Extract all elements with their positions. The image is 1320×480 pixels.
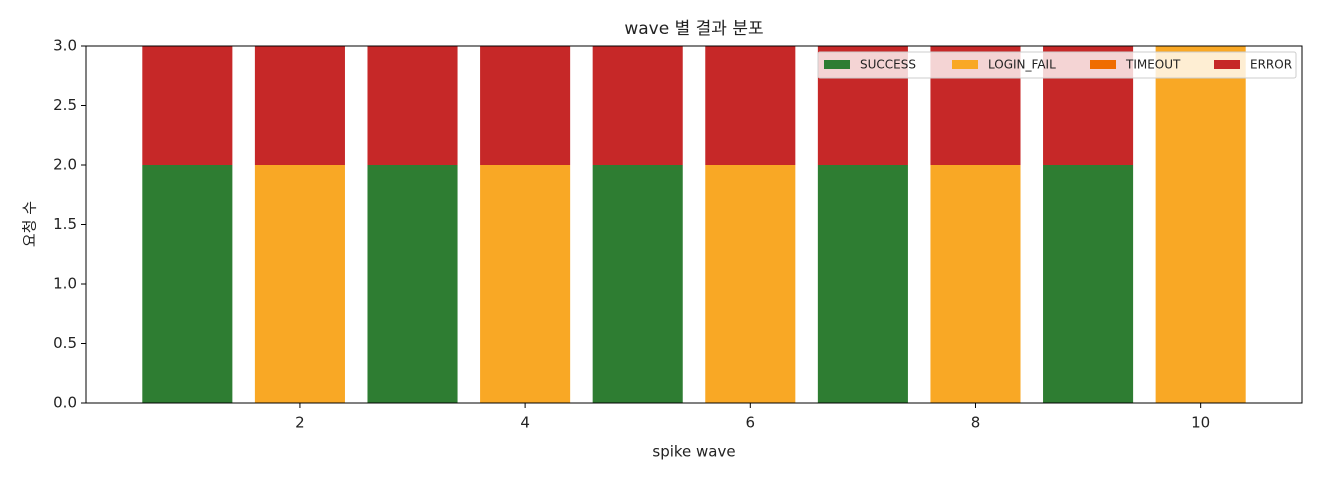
legend-swatch <box>1090 60 1116 69</box>
legend-label: LOGIN_FAIL <box>988 58 1056 72</box>
bar-segment <box>1155 46 1246 403</box>
y-tick-label: 3.0 <box>53 37 77 55</box>
bar-segment <box>930 165 1021 403</box>
legend-swatch <box>824 60 850 69</box>
y-tick-label: 0.5 <box>53 334 77 352</box>
bar-segment <box>1043 165 1134 403</box>
legend-swatch <box>1214 60 1240 69</box>
x-tick-label: 6 <box>746 414 756 432</box>
legend-label: SUCCESS <box>860 58 916 72</box>
chart-title: wave 별 결과 분포 <box>624 19 763 39</box>
y-tick-label: 2.0 <box>53 156 77 174</box>
y-tick-label: 2.5 <box>53 96 77 114</box>
bar-segment <box>480 46 571 165</box>
bar-segment <box>142 46 233 165</box>
x-axis-label: spike wave <box>652 443 735 461</box>
bar-segment <box>705 46 796 165</box>
bar-segment <box>142 165 233 403</box>
legend-box <box>817 51 1297 79</box>
legend: SUCCESS LOGIN_FAIL TIMEOUT ERROR <box>817 51 1297 79</box>
bar-segment <box>367 46 458 165</box>
x-tick-label: 10 <box>1191 414 1210 432</box>
legend-label: ERROR <box>1250 58 1292 72</box>
y-tick-label: 1.0 <box>53 275 77 293</box>
bar-segment <box>254 46 345 165</box>
x-tick-label: 8 <box>971 414 981 432</box>
y-tick-label: 0.0 <box>53 394 77 412</box>
x-tick-label: 4 <box>520 414 530 432</box>
bar-segment <box>254 165 345 403</box>
bar-segment <box>480 165 571 403</box>
bar-segment <box>705 165 796 403</box>
x-tick-label: 2 <box>295 414 305 432</box>
legend-swatch <box>952 60 978 69</box>
legend-label: TIMEOUT <box>1125 58 1181 72</box>
bar-segment <box>367 165 458 403</box>
bar-segment <box>592 46 683 165</box>
bar-segment <box>817 165 908 403</box>
y-tick-label: 1.5 <box>53 215 77 233</box>
bar-segment <box>592 165 683 403</box>
y-axis-label: 요청 수 <box>21 201 39 247</box>
